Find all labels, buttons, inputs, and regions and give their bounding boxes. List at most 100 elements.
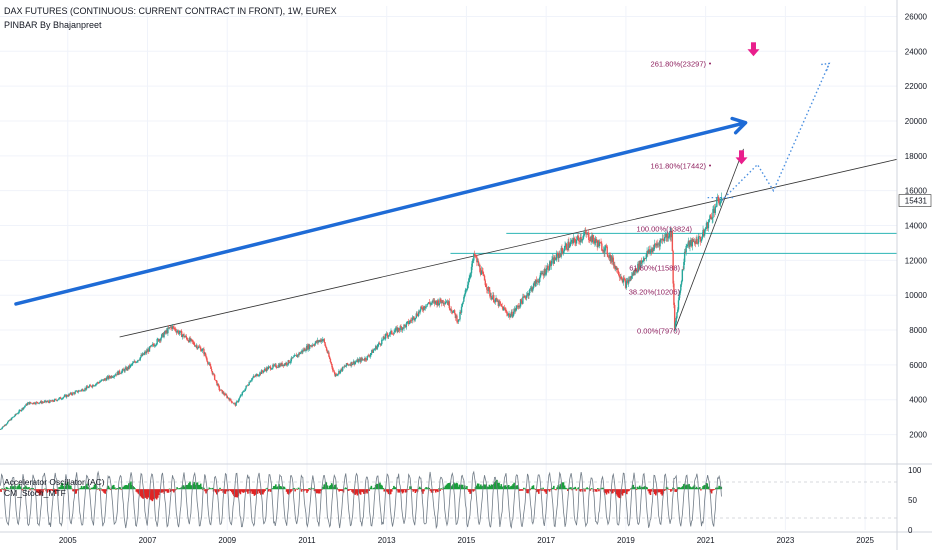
- candle-body: [523, 296, 526, 298]
- ac-bar: [265, 488, 267, 490]
- candle-body: [406, 322, 408, 324]
- ac-bar: [281, 487, 284, 490]
- ac-bar: [366, 489, 368, 494]
- candle-body: [476, 260, 479, 263]
- candle-body: [49, 400, 52, 402]
- candle-body: [136, 361, 138, 362]
- candle-body: [238, 398, 240, 401]
- candle-body: [283, 363, 286, 366]
- candle-body: [81, 389, 83, 390]
- candle-body: [461, 303, 463, 307]
- ac-bar: [65, 483, 68, 490]
- last-price-label: 15431: [905, 197, 928, 206]
- candle-body: [575, 241, 577, 244]
- ac-bar: [53, 489, 56, 492]
- candle-body: [347, 364, 349, 366]
- ac-bar: [425, 487, 427, 490]
- ac-bar: [209, 488, 212, 490]
- candle-body: [107, 376, 109, 379]
- candle-body: [445, 301, 447, 303]
- candle-body: [13, 416, 15, 418]
- candle-body: [82, 390, 85, 392]
- ac-bar: [223, 489, 226, 494]
- candle-body: [703, 229, 705, 236]
- candle-body: [720, 197, 723, 202]
- candle-body: [513, 308, 516, 312]
- ac-bar: [168, 488, 171, 490]
- candle-body: [154, 345, 156, 347]
- candle-body: [579, 237, 582, 243]
- candle-body: [111, 375, 113, 378]
- candle-body: [272, 364, 274, 369]
- ac-bar: [160, 489, 162, 493]
- candle-body: [473, 253, 476, 256]
- candle-body: [365, 357, 367, 360]
- ac-bar: [50, 489, 53, 491]
- candle-body: [604, 245, 607, 247]
- candle-body: [184, 336, 186, 338]
- x-tick-label: 2009: [218, 536, 236, 545]
- candle-body: [361, 359, 364, 360]
- ac-bar: [650, 489, 653, 492]
- ac-bar: [207, 489, 210, 490]
- candle-body: [506, 310, 508, 314]
- ac-bar: [677, 487, 680, 490]
- candle-body: [253, 375, 255, 378]
- candle-body: [51, 400, 53, 402]
- ac-bar: [380, 484, 382, 490]
- ac-bar: [339, 489, 342, 491]
- ac-bar: [16, 486, 18, 490]
- ac-bar: [717, 487, 719, 490]
- candle-body: [298, 352, 300, 356]
- candle-body: [227, 397, 229, 399]
- ac-bar: [68, 485, 71, 490]
- ac-bar: [264, 489, 266, 491]
- candle-body: [361, 358, 363, 360]
- candle-body: [183, 334, 185, 338]
- candle-body: [252, 377, 254, 379]
- candle-body: [59, 397, 61, 398]
- ac-bar: [145, 489, 147, 498]
- ac-bar: [330, 483, 333, 490]
- candle-body: [148, 349, 150, 352]
- ac-bar: [317, 489, 320, 494]
- ac-bar: [501, 486, 504, 490]
- candle-body: [668, 236, 670, 238]
- candle-body: [463, 297, 465, 302]
- candle-body: [414, 319, 416, 320]
- candle-body: [315, 341, 318, 343]
- candle-body: [591, 236, 593, 242]
- candle-body: [286, 362, 288, 365]
- candle-body: [360, 358, 362, 362]
- candle-body: [392, 334, 394, 335]
- ac-bar: [73, 489, 75, 492]
- candle-body: [529, 288, 532, 290]
- ac-bar: [692, 486, 695, 490]
- candle-body: [204, 352, 207, 357]
- ac-bar: [251, 489, 254, 494]
- ac-bar: [267, 489, 270, 492]
- candle-body: [146, 350, 148, 352]
- candle-body: [207, 361, 209, 364]
- ac-bar: [429, 489, 432, 491]
- ac-bar: [280, 486, 283, 490]
- candle-body: [33, 402, 36, 404]
- candle-body: [332, 370, 335, 372]
- candle-body: [417, 315, 419, 317]
- ac-bar: [478, 486, 481, 490]
- ac-bar: [254, 489, 257, 495]
- candle-body: [536, 280, 539, 282]
- candle-body: [376, 346, 378, 350]
- candle-body: [437, 300, 440, 306]
- candle-body: [598, 242, 601, 247]
- ac-bar: [90, 487, 93, 490]
- candle-body: [197, 346, 200, 348]
- ac-bar: [356, 489, 359, 496]
- last-price-tag: [898, 194, 932, 207]
- ac-bar: [647, 489, 650, 492]
- candle-body: [220, 389, 222, 391]
- candle-body: [40, 401, 43, 404]
- candle-body: [675, 317, 677, 323]
- candle-body: [457, 321, 459, 323]
